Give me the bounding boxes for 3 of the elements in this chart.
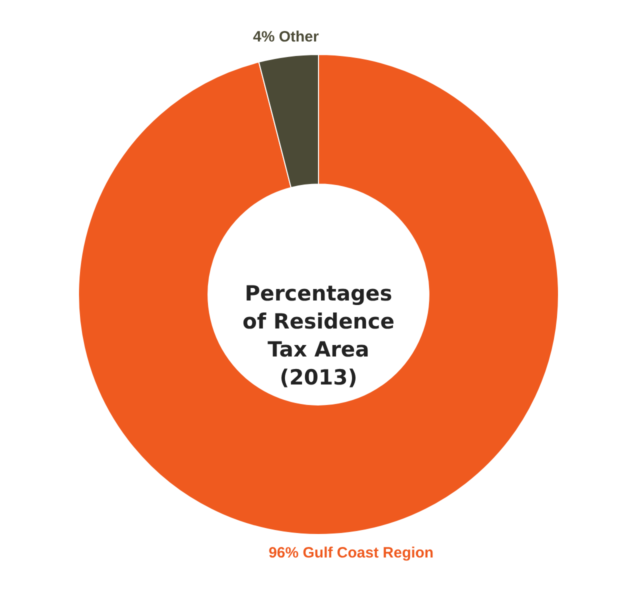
text: Percentages of Residence Tax Area (2013) <box>242 282 394 390</box>
slice-label: 4% Other <box>252 28 319 46</box>
slice-label: 96% Gulf Coast Region <box>268 544 434 562</box>
